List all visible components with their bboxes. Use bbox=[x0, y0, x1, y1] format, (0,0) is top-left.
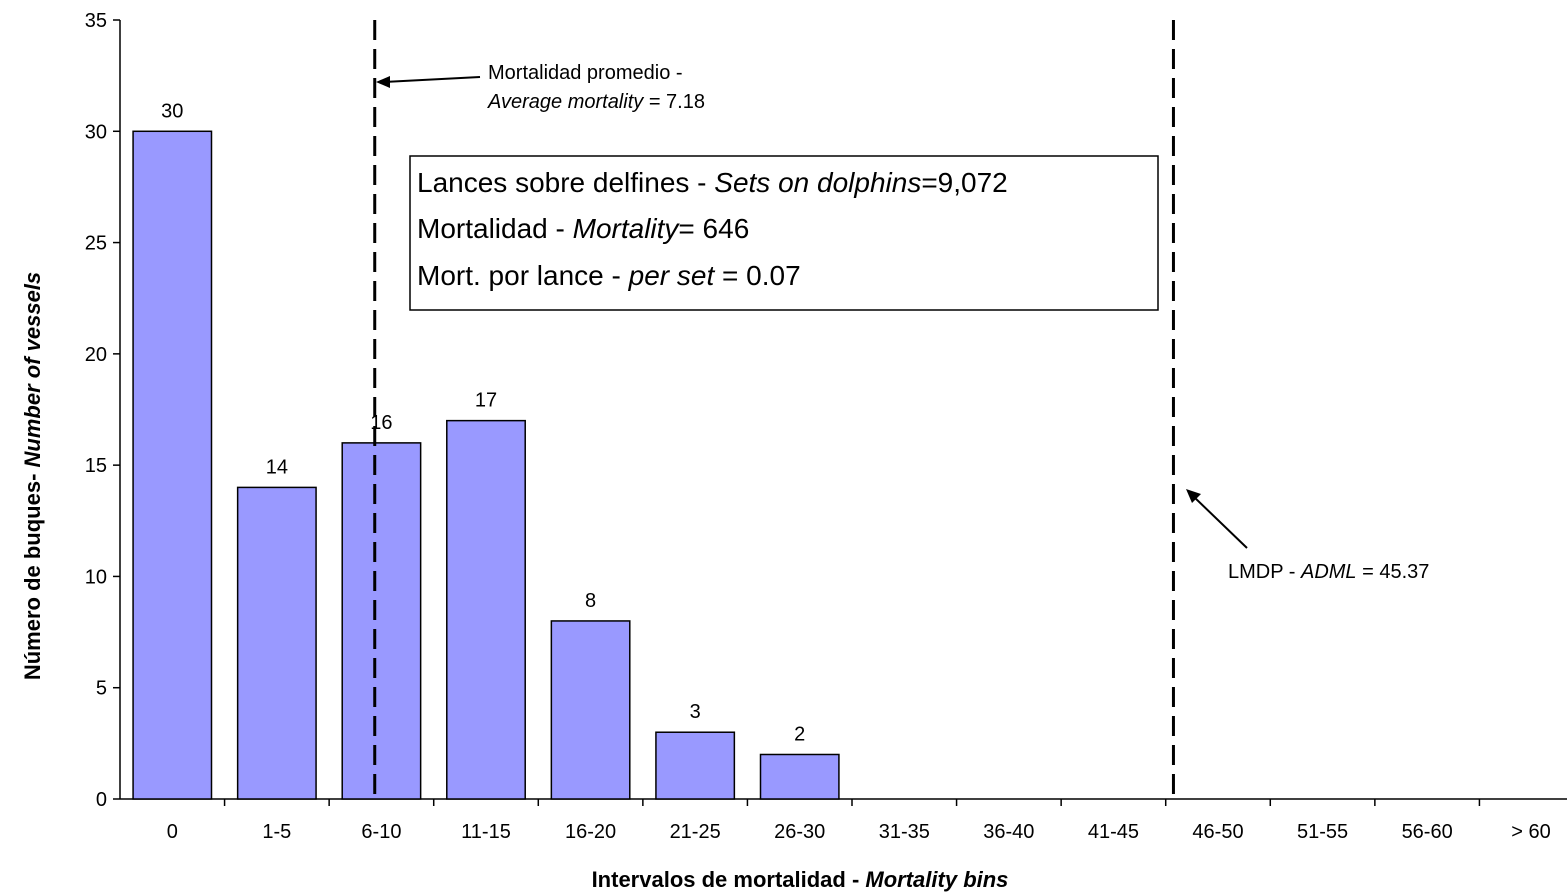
x-tick-label: 56-60 bbox=[1402, 821, 1453, 843]
bar bbox=[759, 753, 840, 800]
average-mortality-annotation: Mortalidad promedio - Average mortality … bbox=[376, 62, 705, 113]
average-arrow-shaft bbox=[383, 76, 481, 83]
info-box-sets-on-dolphins: Lances sobre delfines - Sets on dolphins… bbox=[417, 167, 1008, 198]
x-tick-label: 11-15 bbox=[461, 821, 511, 843]
bar-data-label: 2 bbox=[794, 723, 805, 745]
bar-data-label: 14 bbox=[266, 456, 288, 478]
y-axis-ticks: 0 5 10 15 20 25 30 35 bbox=[85, 10, 120, 811]
average-annotation-line2: Average mortality = 7.18 bbox=[487, 91, 705, 113]
adml-arrow-head bbox=[1186, 489, 1201, 503]
x-tick-label: 31-35 bbox=[879, 821, 930, 843]
info-box: Lances sobre delfines - Sets on dolphins… bbox=[409, 155, 1159, 311]
bars-group bbox=[132, 130, 840, 800]
bar-data-label: 17 bbox=[475, 390, 497, 412]
y-tick-label: 25 bbox=[85, 233, 107, 255]
info-box-mortality-per-set: Mort. por lance - per set = 0.07 bbox=[417, 260, 801, 291]
y-tick-label: 5 bbox=[96, 678, 107, 700]
bar-data-label: 3 bbox=[690, 701, 701, 723]
x-tick-label: 51-55 bbox=[1297, 821, 1348, 843]
bar bbox=[550, 620, 631, 800]
adml-annotation-label: LMDP - ADML = 45.37 bbox=[1228, 561, 1429, 583]
bar-data-label: 8 bbox=[585, 590, 596, 612]
x-tick-label: 36-40 bbox=[983, 821, 1034, 843]
y-tick-label: 35 bbox=[85, 10, 107, 32]
info-box-mortality: Mortalidad - Mortality= 646 bbox=[417, 213, 749, 244]
x-tick-label: > 60 bbox=[1511, 821, 1550, 843]
average-arrow-head bbox=[376, 76, 390, 88]
bar bbox=[655, 731, 736, 800]
y-tick-label: 30 bbox=[85, 121, 107, 143]
x-tick-label: 41-45 bbox=[1088, 821, 1139, 843]
y-axis-title: Número de buques- Number of vessels bbox=[20, 272, 45, 680]
info-box-frame bbox=[409, 155, 1159, 311]
x-tick-label: 0 bbox=[167, 821, 178, 843]
reference-lines bbox=[373, 20, 1175, 799]
y-tick-label: 0 bbox=[96, 789, 107, 811]
bar-data-label: 30 bbox=[161, 100, 183, 122]
average-annotation-line1: Mortalidad promedio - bbox=[488, 62, 683, 84]
x-tick-label: 21-25 bbox=[670, 821, 721, 843]
x-tick-label: 46-50 bbox=[1192, 821, 1243, 843]
y-tick-label: 10 bbox=[85, 566, 107, 588]
x-axis-ticks: 0 1-5 6-10 11-15 16-20 21-25 26-30 31-35 36-40 41… bbox=[167, 799, 1551, 843]
y-tick-label: 20 bbox=[85, 344, 107, 366]
bar bbox=[236, 486, 317, 800]
x-tick-label: 6-10 bbox=[361, 821, 401, 843]
x-axis-title: Intervalos de mortalidad - Mortality bin… bbox=[592, 867, 1009, 892]
bar bbox=[446, 419, 526, 800]
bar bbox=[341, 442, 422, 800]
bar bbox=[132, 130, 213, 800]
adml-arrow-shaft bbox=[1192, 495, 1248, 549]
x-tick-label: 16-20 bbox=[565, 821, 616, 843]
y-tick-label: 15 bbox=[85, 455, 107, 477]
x-tick-label: 26-30 bbox=[774, 821, 825, 843]
adml-annotation: LMDP - ADML = 45.37 bbox=[1186, 489, 1429, 583]
x-tick-label: 1-5 bbox=[262, 821, 291, 843]
